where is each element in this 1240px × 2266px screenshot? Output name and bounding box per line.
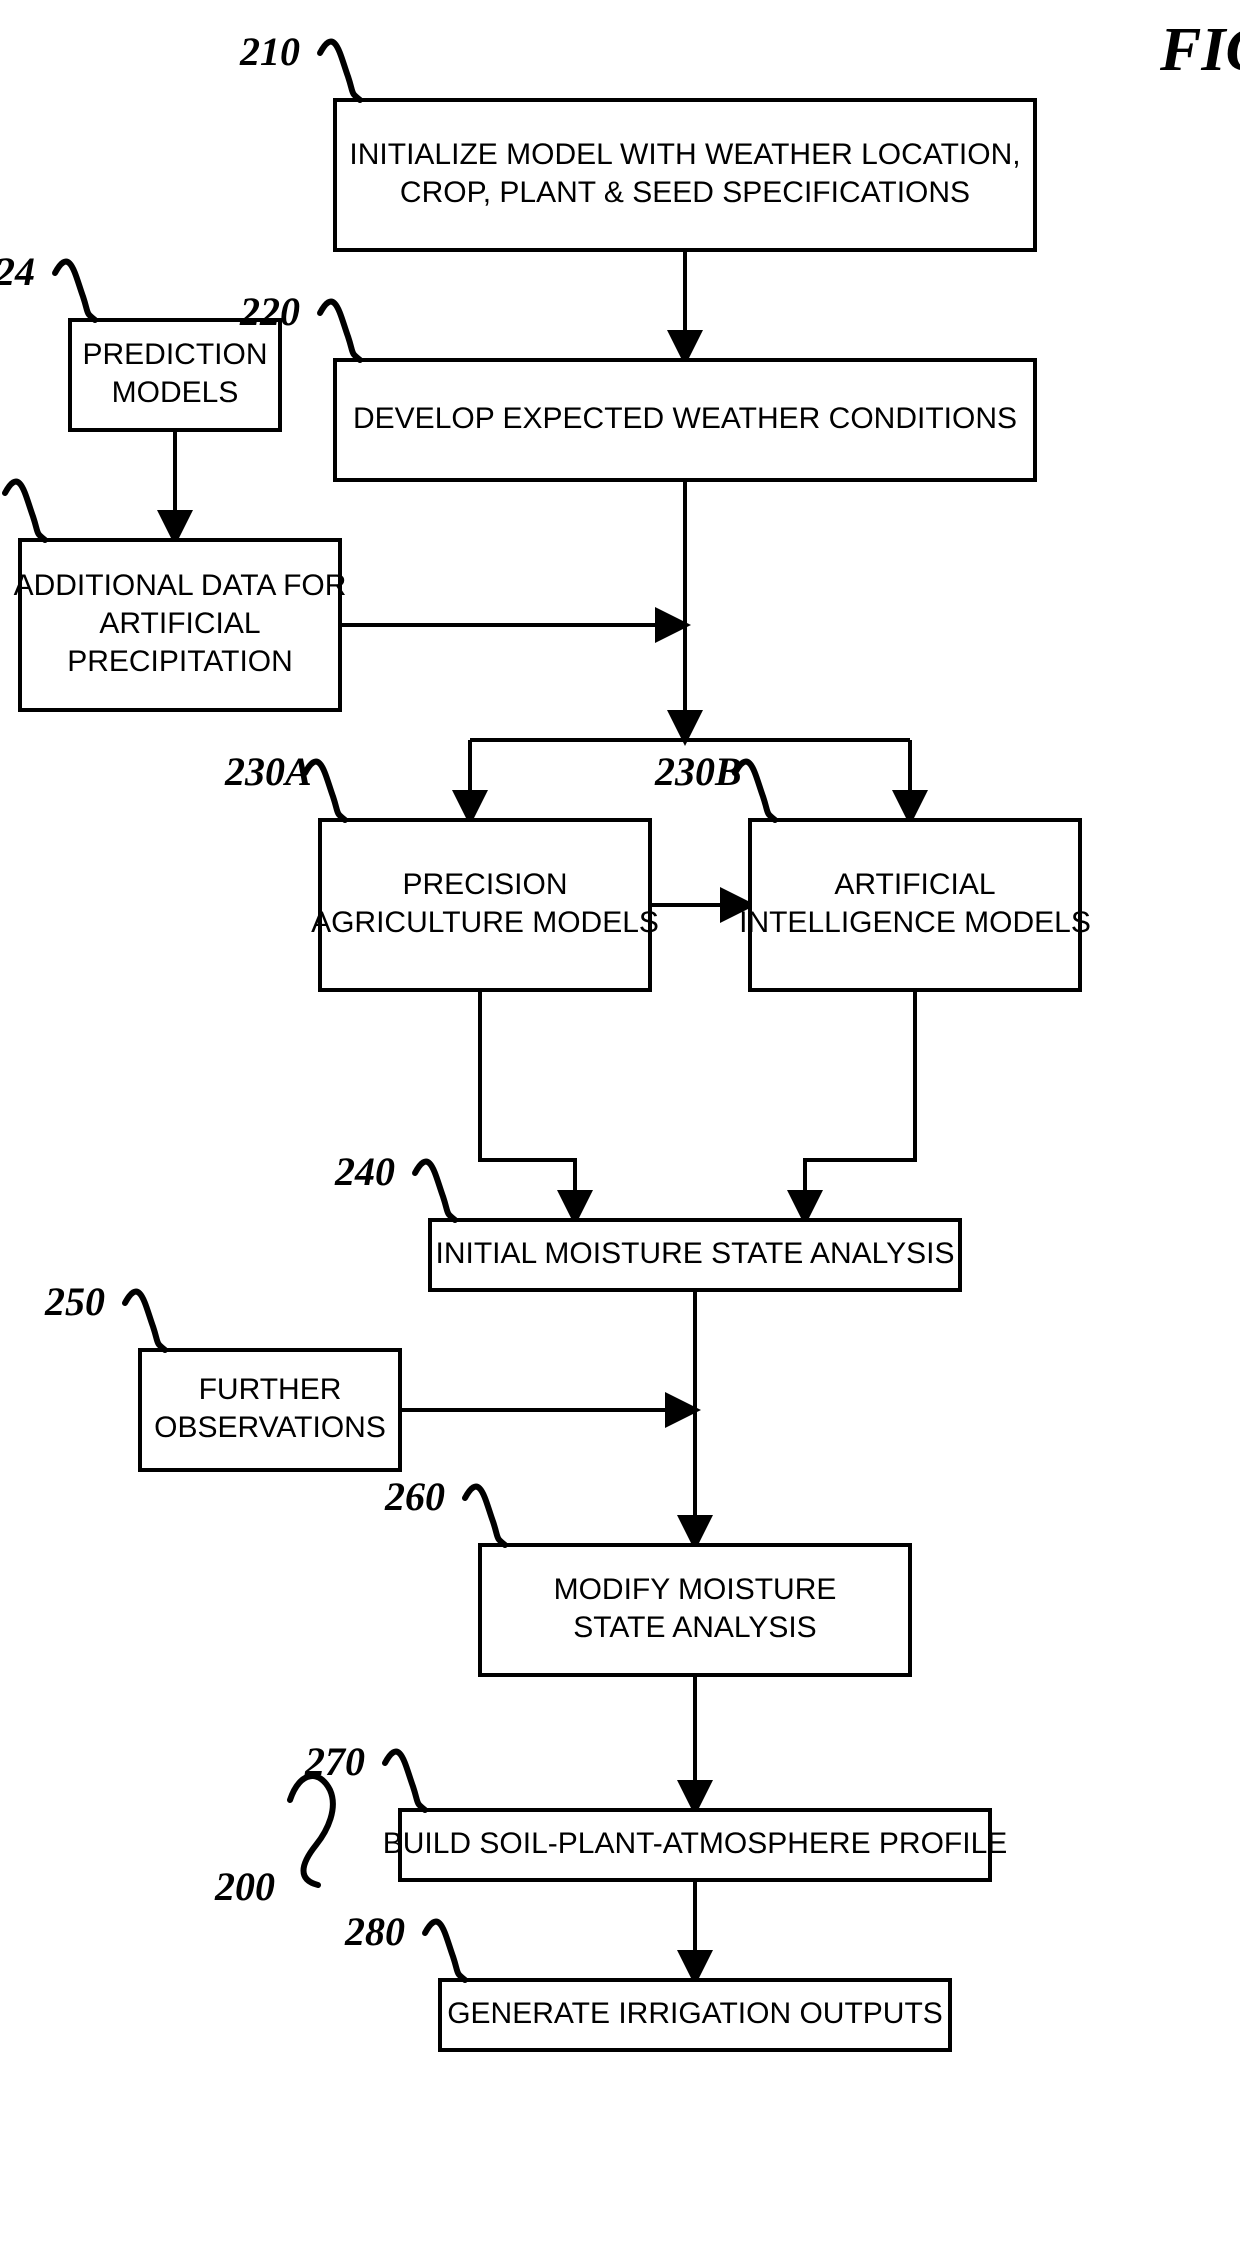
node-n260: MODIFY MOISTURE STATE ANALYSIS <box>480 1545 910 1675</box>
node-n250: FURTHER OBSERVATIONS <box>140 1350 400 1470</box>
ref-230B-label: 230B <box>654 749 742 794</box>
ref-210-hook <box>320 42 360 100</box>
ref-260-label: 260 <box>384 1474 445 1519</box>
ref-280-label: 280 <box>344 1909 405 1954</box>
ref-280-hook <box>425 1922 465 1980</box>
node-n222-line2: PRECIPITATION <box>67 645 293 678</box>
edge-e230A_240 <box>480 990 575 1220</box>
ref-222-hook <box>5 482 45 540</box>
node-n240: INITIAL MOISTURE STATE ANALYSIS <box>430 1220 960 1290</box>
ref-220-label: 220 <box>239 289 300 334</box>
ref-200-squiggle <box>290 1776 333 1885</box>
edges-layer <box>175 250 915 1980</box>
node-n250-line1: OBSERVATIONS <box>154 1411 386 1444</box>
ref-220-hook <box>320 302 360 360</box>
node-n220: DEVELOP EXPECTED WEATHER CONDITIONS <box>335 360 1035 480</box>
ref-260-hook <box>465 1487 505 1545</box>
node-n210: INITIALIZE MODEL WITH WEATHER LOCATION, C… <box>335 100 1035 250</box>
nodes-layer: INITIALIZE MODEL WITH WEATHER LOCATION, C… <box>14 100 1091 2050</box>
edge-e230B_240 <box>805 990 915 1220</box>
node-n280: GENERATE IRRIGATION OUTPUTS <box>440 1980 950 2050</box>
node-n210-line1: CROP, PLANT & SEED SPECIFICATIONS <box>400 176 970 209</box>
node-n220-line0: DEVELOP EXPECTED WEATHER CONDITIONS <box>353 402 1017 435</box>
ref-200-label: 200 <box>214 1864 275 1909</box>
ref-250-hook <box>125 1292 165 1350</box>
node-n270: BUILD SOIL-PLANT-ATMOSPHERE PROFILE <box>383 1810 1008 1880</box>
node-n224: PREDICTION MODELS <box>70 320 280 430</box>
ref-270-hook <box>385 1752 425 1810</box>
ref-230A-label: 230A <box>224 749 312 794</box>
ref-210-label: 210 <box>239 29 300 74</box>
node-n230A: PRECISION AGRICULTURE MODELS <box>311 820 659 990</box>
node-n210-line0: INITIALIZE MODEL WITH WEATHER LOCATION, <box>349 138 1020 171</box>
node-n260-line0: MODIFY MOISTURE <box>554 1573 837 1606</box>
ref-250-label: 250 <box>44 1279 105 1324</box>
node-n222-line0: ADDITIONAL DATA FOR <box>14 569 347 602</box>
ref-224-label: 224 <box>0 249 35 294</box>
node-n250-line0: FURTHER <box>199 1373 342 1406</box>
ref-224-hook <box>55 262 95 320</box>
node-n240-line0: INITIAL MOISTURE STATE ANALYSIS <box>436 1237 955 1270</box>
flowchart-diagram: FIG INITIALIZE MODEL WITH WEATHER LOCATI… <box>0 0 1240 2266</box>
node-n222-line1: ARTIFICIAL <box>99 607 260 640</box>
node-n224-line0: PREDICTION <box>82 338 267 371</box>
node-n270-line0: BUILD SOIL-PLANT-ATMOSPHERE PROFILE <box>383 1827 1008 1860</box>
node-n224-line1: MODELS <box>112 376 239 409</box>
ref-240-label: 240 <box>334 1149 395 1194</box>
node-n230A-line1: AGRICULTURE MODELS <box>311 906 659 939</box>
figure-title: FIG <box>1159 16 1240 84</box>
node-n230B: ARTIFICIAL INTELLIGENCE MODELS <box>739 820 1091 990</box>
ref-240-hook <box>415 1162 455 1220</box>
node-n260-line1: STATE ANALYSIS <box>573 1611 816 1644</box>
node-n280-line0: GENERATE IRRIGATION OUTPUTS <box>447 1997 943 2030</box>
node-n222: ADDITIONAL DATA FOR ARTIFICIAL PRECIPITATI… <box>14 540 347 710</box>
node-n230B-line1: INTELLIGENCE MODELS <box>739 906 1091 939</box>
node-n230A-line0: PRECISION <box>402 868 567 901</box>
node-n230B-line0: ARTIFICIAL <box>834 868 995 901</box>
